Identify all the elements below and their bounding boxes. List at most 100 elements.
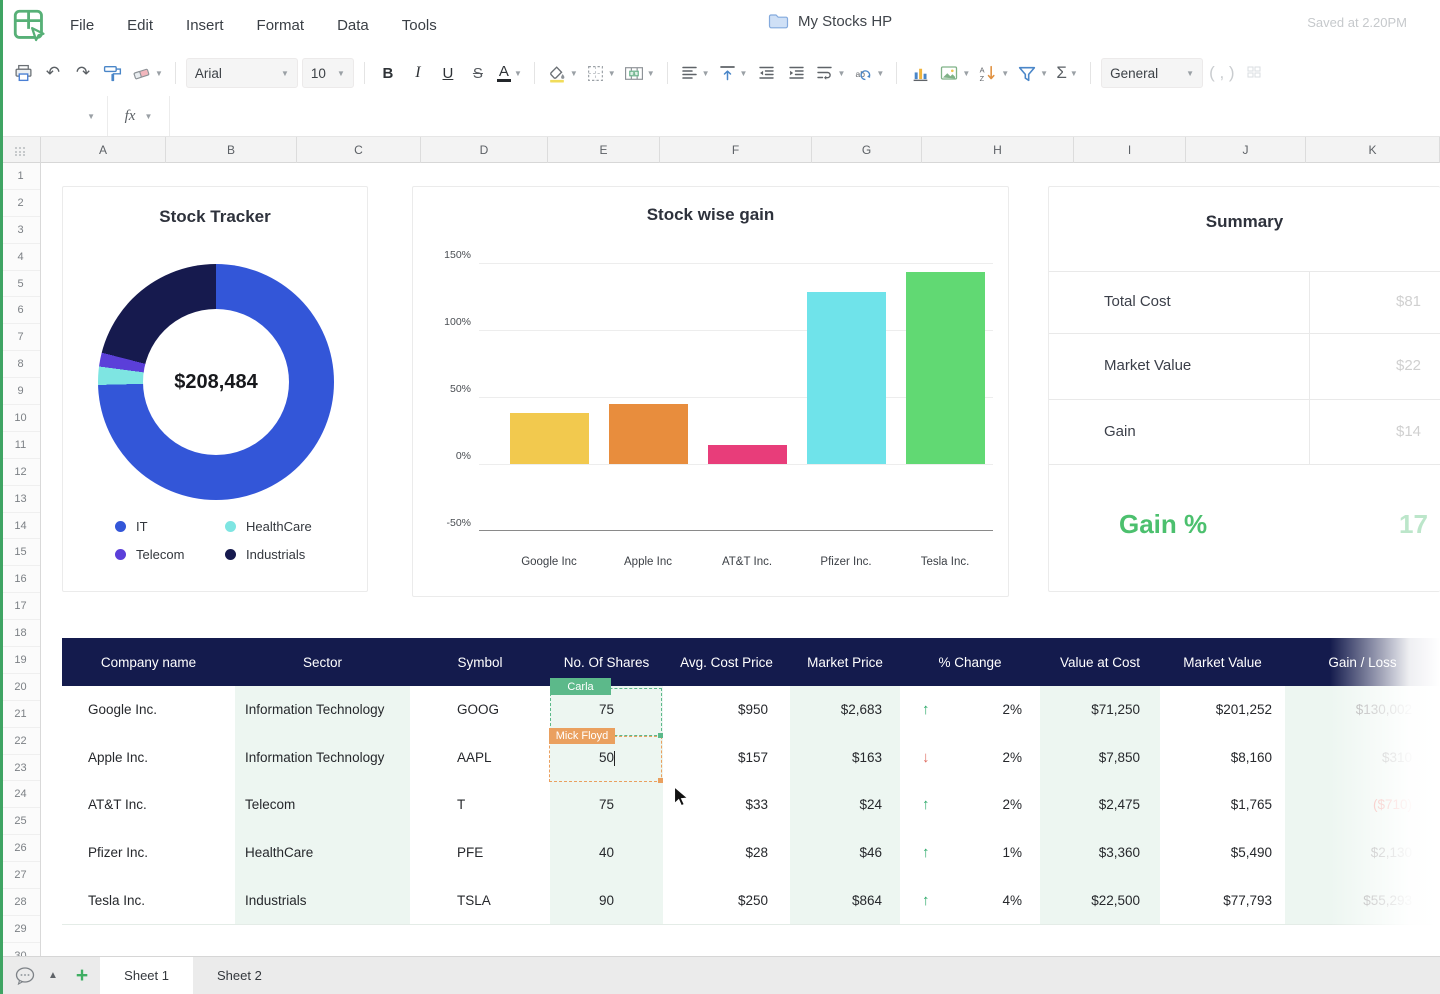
menu-edit[interactable]: Edit [127,17,153,34]
column-header-H[interactable]: H [922,137,1074,163]
column-header-I[interactable]: I [1074,137,1186,163]
row-header-9[interactable]: 9 [0,378,41,405]
select-all-corner[interactable] [0,137,41,163]
row-header-12[interactable]: 12 [0,459,41,486]
filter-button[interactable]: ▼ [1015,59,1050,87]
formula-input[interactable] [178,96,1440,136]
wrap-text-button[interactable]: ▼ [813,59,847,87]
fill-color-button[interactable]: ▼ [545,59,580,87]
row-header-6[interactable]: 6 [0,297,41,324]
menu-data[interactable]: Data [337,17,369,34]
cell-name-box[interactable]: ▼ [0,96,108,136]
bar-google-inc[interactable] [510,413,589,464]
sort-button[interactable]: AZ▼ [976,59,1011,87]
row-header-28[interactable]: 28 [0,889,41,916]
merge-cells-button[interactable]: a▼ [622,59,657,87]
eraser-button[interactable]: ▼ [130,59,165,87]
sheet-list-button[interactable]: ▲ [48,970,58,981]
font-size-select[interactable]: 10▼ [302,58,354,88]
menu-tools[interactable]: Tools [402,17,437,34]
row-header-18[interactable]: 18 [0,620,41,647]
row-header-2[interactable]: 2 [0,190,41,217]
row-header-23[interactable]: 23 [0,755,41,782]
horizontal-align-button[interactable]: ▼ [678,59,712,87]
row-header-7[interactable]: 7 [0,324,41,351]
row-header-5[interactable]: 5 [0,271,41,298]
bar-apple-inc[interactable] [609,404,688,464]
document-title[interactable]: My Stocks HP [798,13,892,30]
column-header-G[interactable]: G [812,137,922,163]
table-row[interactable]: AT&T Inc.TelecomT75$33$24↑2%$2,475$1,765… [62,781,1440,829]
comment-bubble-icon [15,967,35,985]
column-header-D[interactable]: D [421,137,548,163]
row-header-27[interactable]: 27 [0,862,41,889]
bar-at-t-inc-[interactable] [708,445,787,464]
column-header-F[interactable]: F [660,137,812,163]
table-row[interactable]: Tesla Inc.IndustrialsTSLA90$250$864↑4%$2… [62,876,1440,924]
row-header-20[interactable]: 20 [0,674,41,701]
menu-format[interactable]: Format [257,17,305,34]
table-row[interactable]: Google Inc.Information TechnologyGOOG75$… [62,686,1440,734]
menu-insert[interactable]: Insert [186,17,224,34]
fx-icon[interactable]: fx [125,108,136,125]
row-header-29[interactable]: 29 [0,916,41,943]
more-formats-button[interactable] [1241,59,1267,87]
column-header-A[interactable]: A [41,137,166,163]
bar-tesla-inc-[interactable] [906,272,985,464]
text-color-button[interactable]: A▼ [495,59,524,87]
column-header-B[interactable]: B [166,137,297,163]
table-row[interactable]: Apple Inc.Information TechnologyAAPL50$1… [62,734,1440,782]
indent-decrease-button[interactable] [753,59,779,87]
column-header-E[interactable]: E [548,137,660,163]
italic-button[interactable]: I [405,59,431,87]
column-header-J[interactable]: J [1186,137,1306,163]
column-header-K[interactable]: K [1306,137,1440,163]
vertical-align-button[interactable]: ▼ [716,59,750,87]
row-header-8[interactable]: 8 [0,351,41,378]
sheet-tab-sheet-1[interactable]: Sheet 1 [100,957,193,994]
row-header-30[interactable]: 30 [0,943,41,956]
row-header-26[interactable]: 26 [0,835,41,862]
row-header-14[interactable]: 14 [0,513,41,540]
number-format-select[interactable]: General▼ [1101,58,1203,88]
undo-button[interactable]: ↶ [40,59,66,87]
redo-button[interactable]: ↷ [70,59,96,87]
sum-button[interactable]: Σ▼ [1054,59,1080,87]
row-header-11[interactable]: 11 [0,432,41,459]
bold-button[interactable]: B [375,59,401,87]
row-header-16[interactable]: 16 [0,566,41,593]
comments-button[interactable] [10,967,40,985]
sheet-tab-sheet-2[interactable]: Sheet 2 [193,957,286,994]
print-button[interactable] [10,59,36,87]
row-header-3[interactable]: 3 [0,217,41,244]
collab-fill-handle[interactable] [658,778,663,783]
row-header-15[interactable]: 15 [0,539,41,566]
row-header-21[interactable]: 21 [0,701,41,728]
thousand-separator-button[interactable]: ( , ) [1207,59,1237,87]
insert-image-button[interactable]: ▼ [937,59,972,87]
borders-button[interactable]: ▼ [584,59,618,87]
row-header-13[interactable]: 13 [0,486,41,513]
underline-button[interactable]: U [435,59,461,87]
row-header-25[interactable]: 25 [0,808,41,835]
collab-fill-handle[interactable] [658,733,663,738]
bar-pfizer-inc-[interactable] [807,292,886,464]
paint-format-button[interactable] [100,59,126,87]
row-header-17[interactable]: 17 [0,593,41,620]
spreadsheet-logo-icon[interactable] [13,9,47,43]
strikethrough-button[interactable]: S [465,59,491,87]
add-sheet-button[interactable]: + [76,966,88,986]
indent-increase-button[interactable] [783,59,809,87]
rotate-text-button[interactable]: ab▼ [851,59,886,87]
column-header-C[interactable]: C [297,137,421,163]
font-family-select[interactable]: Arial▼ [186,58,298,88]
row-header-19[interactable]: 19 [0,647,41,674]
row-header-22[interactable]: 22 [0,728,41,755]
insert-chart-button[interactable] [907,59,933,87]
row-header-4[interactable]: 4 [0,244,41,271]
table-row[interactable]: Pfizer Inc.HealthCarePFE40$28$46↑1%$3,36… [62,829,1440,877]
row-header-1[interactable]: 1 [0,163,41,190]
row-header-10[interactable]: 10 [0,405,41,432]
menu-file[interactable]: File [70,17,94,34]
row-header-24[interactable]: 24 [0,781,41,808]
